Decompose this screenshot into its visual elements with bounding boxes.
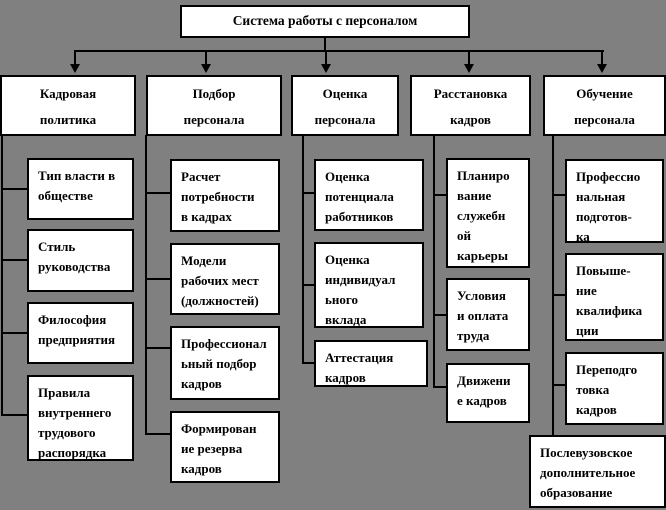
- connector-stub: [302, 362, 315, 364]
- connector-stub: [302, 284, 315, 286]
- connector-stub: [552, 294, 566, 296]
- connector-trunk-col4: [433, 135, 435, 388]
- connector-root-stem: [324, 38, 326, 51]
- box-attestatsiya-kadrov: Аттестация кадров: [314, 340, 428, 387]
- box-stil-rukovodstva: Стиль руководства: [27, 229, 134, 292]
- box-raschet-potrebnosti: Расчет потребности в кадрах: [170, 159, 280, 232]
- box-professionalnaya-podgotovka: Профессио нальная подготов- ка: [565, 159, 664, 243]
- header-box-otsenka-personala: Оценка персонала: [291, 75, 399, 136]
- connector-trunk-col2: [145, 135, 147, 435]
- box-pravila-rasporyadka: Правила внутреннего трудового распорядка: [27, 375, 134, 461]
- connector-arrow-stem-3: [325, 50, 327, 66]
- arrow-down-icon: [201, 64, 211, 73]
- arrow-down-icon: [464, 64, 474, 73]
- connector-arrow-stem-5: [601, 50, 603, 66]
- box-formirovanie-rezerva: Формирован ие резерва кадров: [170, 411, 280, 483]
- connector-stub: [145, 192, 170, 194]
- arrow-down-icon: [70, 64, 80, 73]
- connector-stub: [302, 192, 315, 194]
- arrow-down-icon: [597, 64, 607, 73]
- box-planirovanie-karery: Планиро вание служебн ой карьеры: [446, 158, 530, 268]
- connector-stub: [145, 347, 170, 349]
- box-perepodgotovka-kadrov: Переподго товка кадров: [565, 352, 664, 425]
- connector-stub: [552, 194, 566, 196]
- header-box-obuchenie-personala: Обучение персонала: [543, 75, 666, 136]
- connector-stub: [1, 259, 27, 261]
- box-usloviya-oplata: Условия и оплата труда: [446, 278, 530, 351]
- header-box-kadrovaya-politika: Кадровая политика: [0, 75, 136, 136]
- header-box-podbor-personala: Подбор персонала: [146, 75, 282, 136]
- connector-stub: [145, 433, 170, 435]
- connector-stub: [1, 414, 27, 416]
- connector-stub: [433, 386, 447, 388]
- box-modeli-rabochih-mest: Модели рабочих мест (должностей): [170, 243, 280, 315]
- connector-distribution-line: [74, 50, 604, 52]
- connector-stub: [1, 332, 27, 334]
- connector-trunk-col3: [302, 135, 304, 364]
- header-box-rasstanovka-kadrov: Расстановка кадров: [410, 75, 531, 136]
- box-otsenka-potentsiala: Оценка потенциала работников: [314, 159, 424, 231]
- connector-arrow-stem-2: [205, 50, 207, 66]
- box-otsenka-vklada: Оценка индивидуал ьного вклада: [314, 242, 424, 328]
- box-povyshenie-kvalifikatsii: Повыше- ние квалифика ции: [565, 253, 664, 341]
- connector-stub: [433, 314, 447, 316]
- box-poslevuzovskoe-obrazovanie: Послевузовское дополнительное образовани…: [529, 435, 666, 508]
- connector-stub: [145, 278, 170, 280]
- connector-trunk-col5: [552, 135, 554, 436]
- box-dvizhenie-kadrov: Движени е кадров: [446, 363, 530, 423]
- box-tip-vlasti: Тип власти в обществе: [27, 158, 134, 220]
- connector-stub: [552, 384, 566, 386]
- connector-arrow-stem-4: [468, 50, 470, 66]
- box-filosofiya-predpriyatiya: Философия предприятия: [27, 302, 134, 364]
- root-box: Система работы с персоналом: [180, 5, 470, 38]
- arrow-down-icon: [321, 64, 331, 73]
- box-professionalnyi-podbor: Профессионал ьный подбор кадров: [170, 326, 280, 400]
- connector-arrow-stem-1: [74, 50, 76, 66]
- connector-stub: [1, 188, 27, 190]
- connector-stub: [433, 194, 447, 196]
- connector-trunk-col1: [1, 135, 3, 416]
